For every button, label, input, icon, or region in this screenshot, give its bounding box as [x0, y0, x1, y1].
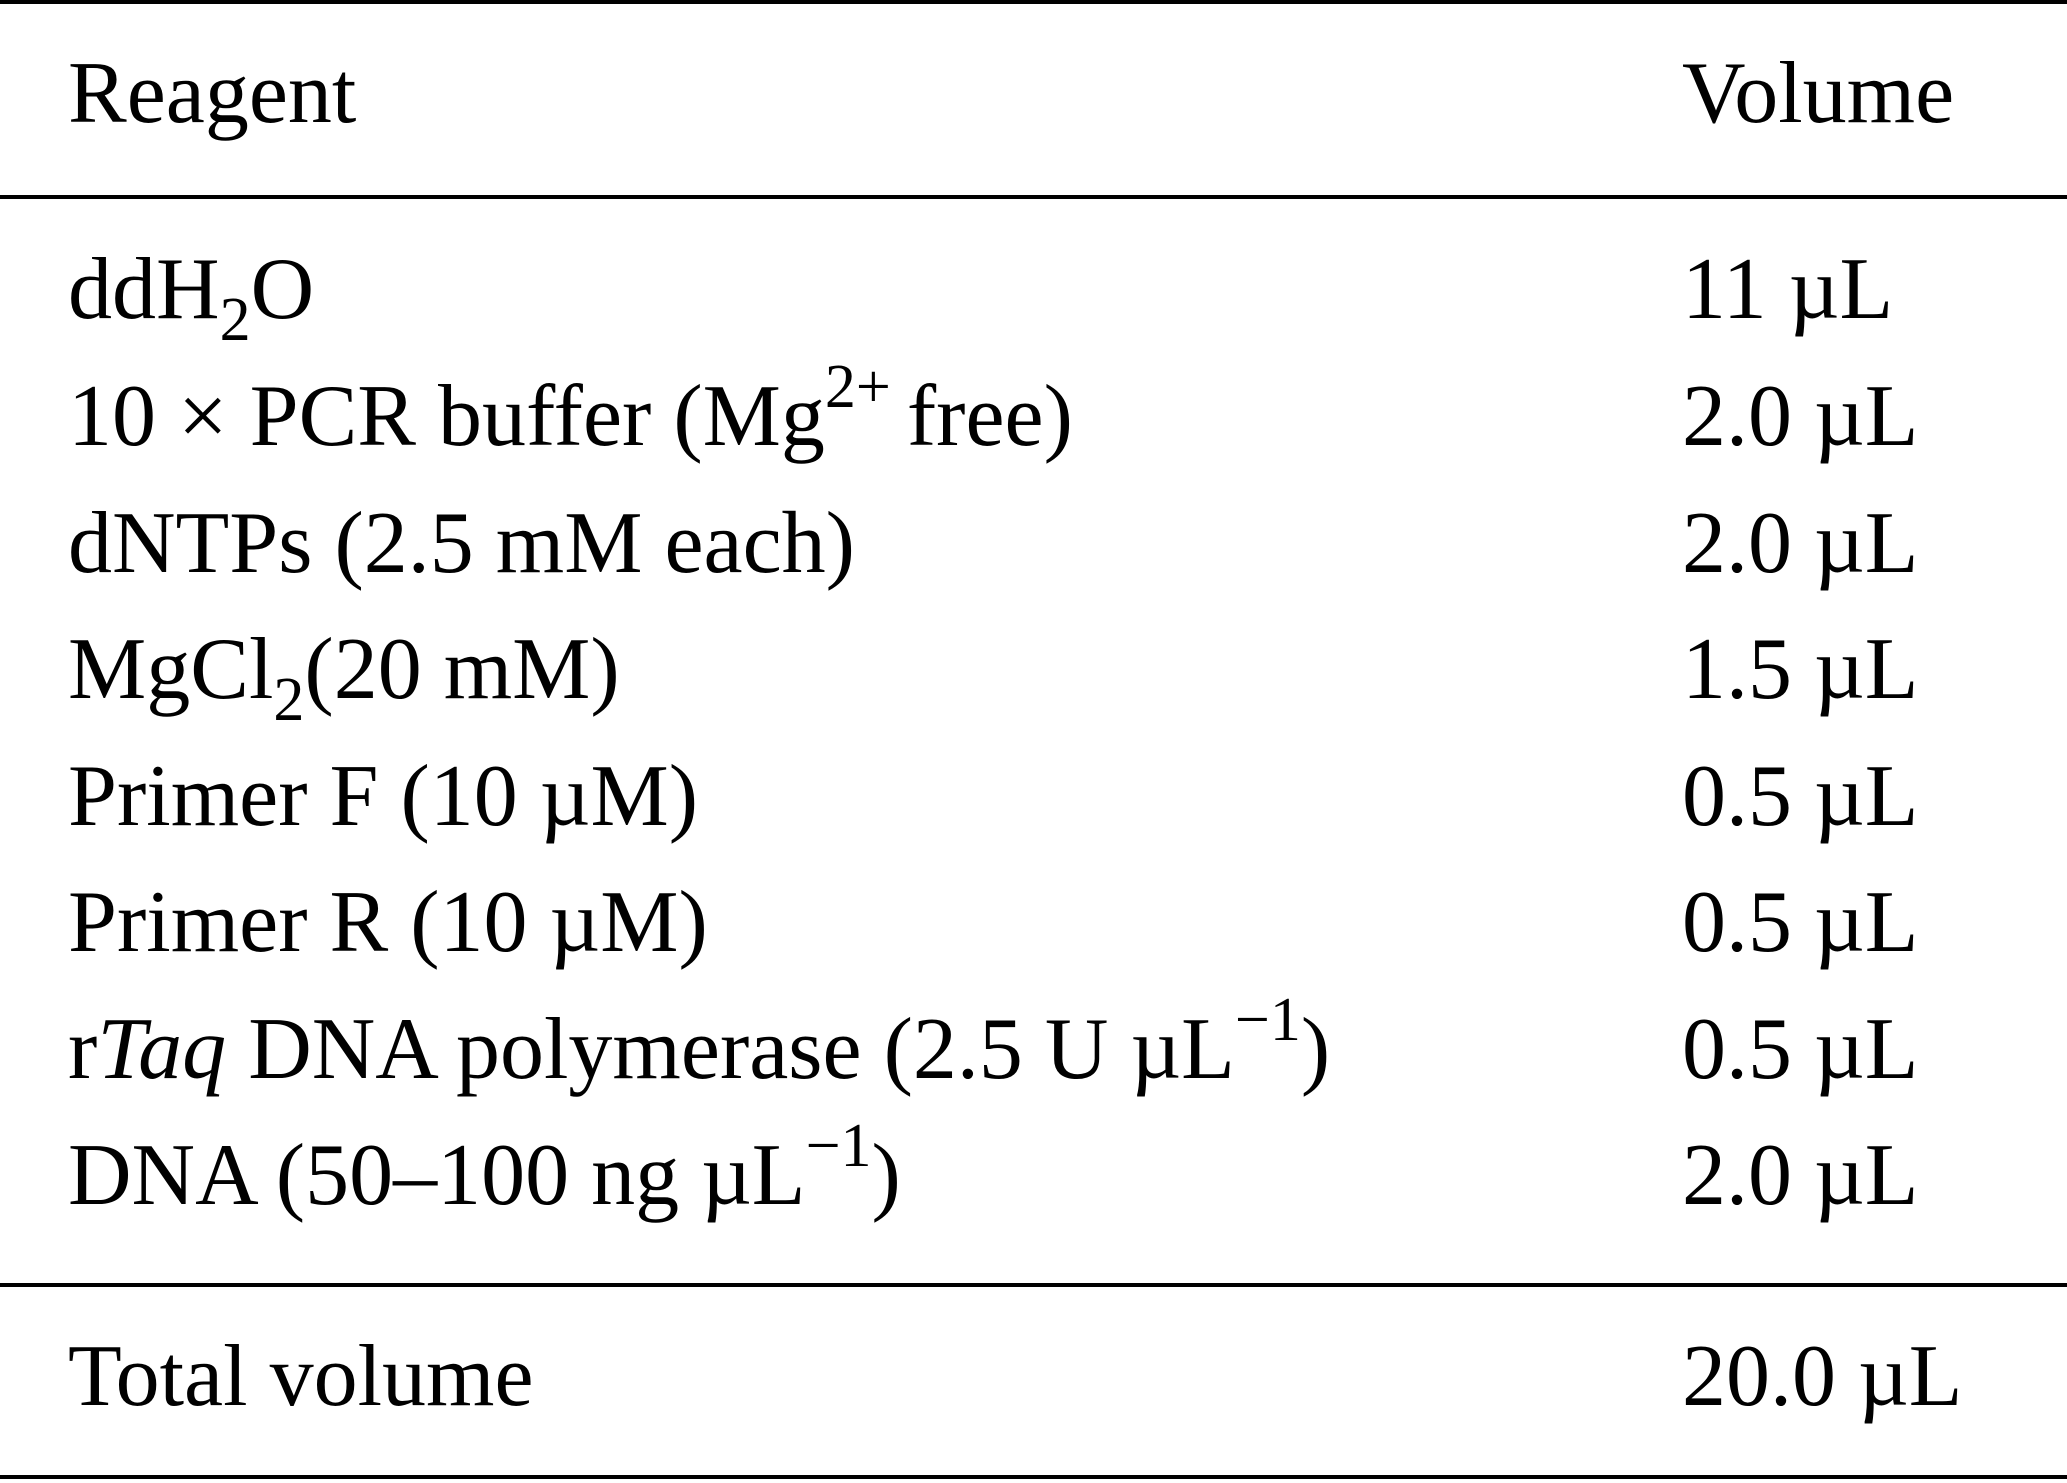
top-rule	[0, 0, 2067, 4]
reagent-primer-f: Primer F (10 µM)	[68, 748, 699, 845]
volume-dna: 2.0 µL	[1682, 1127, 1919, 1224]
header-rule	[0, 195, 2067, 199]
total-rule	[0, 1283, 2067, 1287]
volume-mgcl2: 1.5 µL	[1682, 621, 1919, 718]
reagent-primer-r: Primer R (10 µM)	[68, 874, 708, 971]
bottom-rule	[0, 1475, 2067, 1479]
reagent-pcr-buffer: 10 × PCR buffer (Mg2+ free)	[68, 353, 1073, 465]
volume-pcr-buffer: 2.0 µL	[1682, 368, 1919, 465]
total-volume: 20.0 µL	[1682, 1328, 1963, 1425]
reagent-mgcl2: MgCl2(20 mM)	[68, 621, 620, 734]
volume-rtaq-polymerase: 0.5 µL	[1682, 1001, 1919, 1098]
volume-ddh2o: 11 µL	[1682, 241, 1894, 338]
volume-primer-r: 0.5 µL	[1682, 874, 1919, 971]
reagent-dntps: dNTPs (2.5 mM each)	[68, 495, 855, 592]
total-label: Total volume	[68, 1328, 534, 1425]
volume-dntps: 2.0 µL	[1682, 495, 1919, 592]
header-reagent: Reagent	[68, 45, 357, 142]
volume-primer-f: 0.5 µL	[1682, 748, 1919, 845]
reagent-rtaq-polymerase: rTaq DNA polymerase (2.5 U µL−1)	[68, 986, 1331, 1098]
header-volume: Volume	[1682, 45, 1955, 142]
reagent-dna: DNA (50–100 ng µL−1)	[68, 1112, 901, 1224]
reagent-ddh2o: ddH2O	[68, 241, 315, 354]
